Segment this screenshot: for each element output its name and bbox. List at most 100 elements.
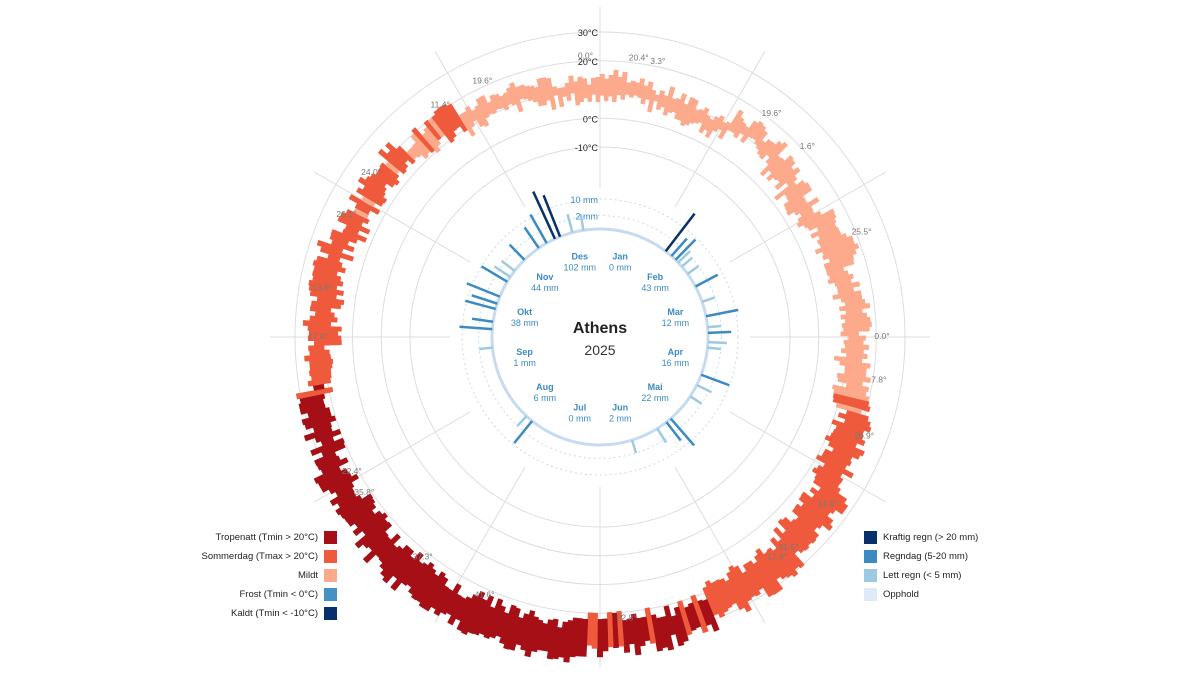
temperature-bar — [827, 273, 855, 285]
temp-annotation: 19.6° — [472, 76, 492, 86]
temperature-bar — [379, 162, 400, 180]
precip-bar — [707, 346, 721, 351]
temperature-bar — [825, 259, 855, 273]
temperature-bar — [303, 426, 333, 442]
legend-item-opphold: Opphold — [864, 585, 1024, 604]
temperature-bar — [816, 218, 837, 232]
temp-annotation: 13.6° — [312, 283, 332, 293]
temp-annotation: 1.6° — [800, 141, 815, 151]
precip-bar — [669, 417, 695, 447]
month-precip-label: 44 mm — [531, 283, 559, 293]
legend-item-lett-regn: Lett regn (< 5 mm) — [864, 566, 1024, 585]
precip-bar — [696, 383, 713, 394]
temp-annotation: 35.8° — [354, 487, 374, 497]
temp-annotation: 17.4° — [308, 331, 328, 341]
temperature-bar — [423, 119, 442, 141]
temperature-bar — [843, 326, 870, 333]
temperature-bar — [704, 580, 726, 619]
precip-bar — [493, 265, 511, 278]
temperature-bar — [816, 464, 844, 484]
temperature-bar — [844, 344, 869, 350]
temperature-bar — [772, 159, 796, 181]
temperature-bar — [827, 441, 861, 460]
temperature-bar — [498, 604, 517, 645]
temperature-bar — [410, 567, 437, 601]
temperature-bar — [540, 77, 551, 102]
temperature-bar — [339, 211, 364, 227]
temperature-bar — [316, 255, 343, 268]
precip-bar — [694, 273, 719, 288]
precip-bar — [686, 265, 700, 275]
temperature-bar — [746, 560, 774, 598]
temperature-bar — [807, 212, 837, 232]
temperature-bar — [611, 612, 619, 649]
legend-swatch — [324, 588, 337, 601]
temperature-bar — [436, 105, 458, 132]
temperature-bar — [337, 215, 371, 235]
precip-bar — [471, 294, 498, 305]
month-label: Jun — [612, 402, 628, 412]
precip-bar — [700, 373, 730, 387]
precip-bar — [459, 325, 493, 331]
legend-swatch — [324, 569, 337, 582]
month-label: Mai — [648, 382, 663, 392]
legend-swatch — [324, 531, 337, 544]
temperature-bar — [824, 434, 865, 457]
month-label: Mar — [667, 307, 684, 317]
precip-bar — [480, 265, 508, 283]
temperature-bar — [348, 194, 381, 215]
temperature-bar — [730, 116, 745, 135]
temp-annotation: 7.8° — [871, 374, 886, 384]
temperature-bar — [546, 618, 559, 660]
temperature-bar — [673, 93, 688, 120]
temperature-bar — [650, 614, 664, 652]
temperature-bar — [811, 494, 837, 515]
legend-item-kraftig-regn: Kraftig regn (> 20 mm) — [864, 528, 1024, 547]
temp-tick-label: 0°C — [583, 114, 599, 124]
legend-swatch — [864, 550, 877, 563]
temperature-bar — [313, 466, 342, 485]
legend-swatch — [864, 569, 877, 582]
temperature-bar — [307, 377, 332, 387]
temperature-bar — [596, 619, 604, 658]
temperature-bar — [411, 127, 436, 154]
temperature-bar — [603, 78, 610, 102]
temperature-bar — [379, 545, 404, 571]
temperature-bar — [479, 94, 493, 116]
temperature-bar — [777, 538, 805, 569]
temperature-bar — [407, 561, 435, 596]
temperature-legend: Tropenatt (Tmin > 20°C) Sommerdag (Tmax … — [170, 528, 337, 623]
temperature-bar — [508, 82, 524, 113]
temperature-bar — [840, 331, 859, 337]
temperature-bar — [308, 279, 338, 291]
legend-label: Mildt — [297, 570, 318, 581]
legend-label: Kaldt (Tmin < -10°C) — [231, 608, 318, 619]
temperature-bar — [655, 90, 666, 111]
temp-annotation: 31.5° — [778, 542, 798, 552]
temperature-bar — [839, 360, 871, 369]
temperature-bar — [524, 616, 539, 658]
precip-bar — [630, 439, 638, 454]
temperature-bar — [809, 486, 846, 515]
temperature-bar — [599, 73, 605, 96]
month-precip-label: 38 mm — [511, 318, 539, 328]
month-label: Feb — [647, 272, 664, 282]
temperature-bar — [301, 411, 332, 426]
temperature-bar — [754, 130, 769, 146]
temp-tick-label: 20°C — [578, 57, 599, 67]
precip-bar — [466, 282, 501, 298]
temperature-bar — [832, 397, 871, 413]
temperature-bar — [568, 75, 575, 94]
temperature-bar — [418, 571, 447, 609]
month-precip-label: 102 mm — [564, 263, 597, 273]
precip-bar — [656, 427, 668, 444]
temperature-bar — [793, 196, 820, 216]
precip-bar — [508, 243, 526, 261]
precip-bar — [500, 259, 516, 272]
temperature-bar — [311, 300, 342, 310]
temperature-bar — [742, 570, 762, 597]
temperature-bar — [748, 120, 764, 140]
precip-bar — [471, 317, 494, 323]
precip-bar — [529, 213, 548, 244]
month-precip-label: 1 mm — [513, 358, 536, 368]
